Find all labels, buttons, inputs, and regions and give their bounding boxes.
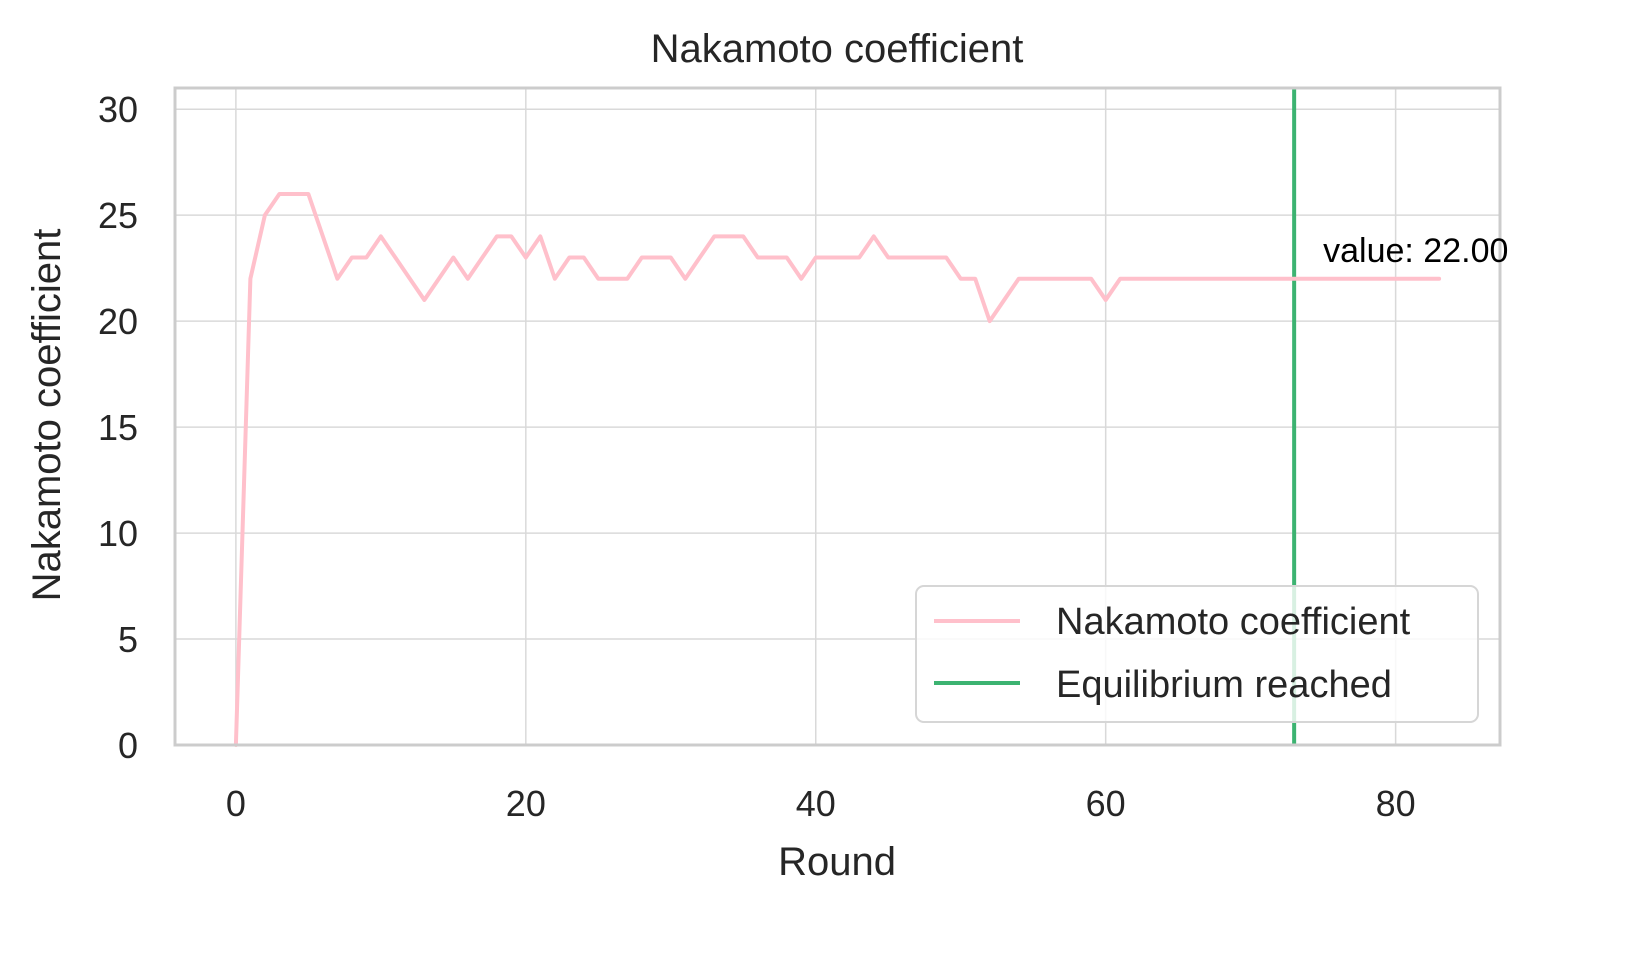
x-tick-label: 80: [1376, 783, 1416, 824]
legend: Nakamoto coefficient Equilibrium reached: [915, 585, 1479, 723]
x-tick-label: 20: [506, 783, 546, 824]
legend-label-equilibrium: Equilibrium reached: [1056, 664, 1392, 706]
tick-labels: 0 20 40 60 80 0 5 10 15 20 25 30: [98, 89, 1416, 824]
legend-label-nakamoto: Nakamoto coefficient: [1056, 601, 1411, 643]
chart-title: Nakamoto coefficient: [651, 27, 1024, 71]
value-annotation: value: 22.00: [1323, 232, 1508, 270]
series-layer: [233, 191, 1442, 747]
annotation-layer: value: 22.00: [1323, 232, 1508, 270]
y-tick-label: 15: [98, 407, 138, 448]
legend-box: [915, 585, 1479, 723]
y-tick-label: 10: [98, 513, 138, 554]
x-tick-label: 40: [796, 783, 836, 824]
y-tick-label: 25: [98, 195, 138, 236]
y-axis-label: Nakamoto coefficient: [25, 229, 69, 602]
y-tick-label: 5: [118, 619, 138, 660]
y-tick-label: 0: [118, 725, 138, 766]
x-axis-label: Round: [778, 840, 896, 884]
x-tick-label: 60: [1086, 783, 1126, 824]
plot-frame: [173, 86, 1502, 747]
x-tick-label: 0: [226, 783, 246, 824]
series-line-nakamoto-coefficient: [233, 191, 1442, 747]
y-tick-label: 30: [98, 89, 138, 130]
y-tick-label: 20: [98, 301, 138, 342]
